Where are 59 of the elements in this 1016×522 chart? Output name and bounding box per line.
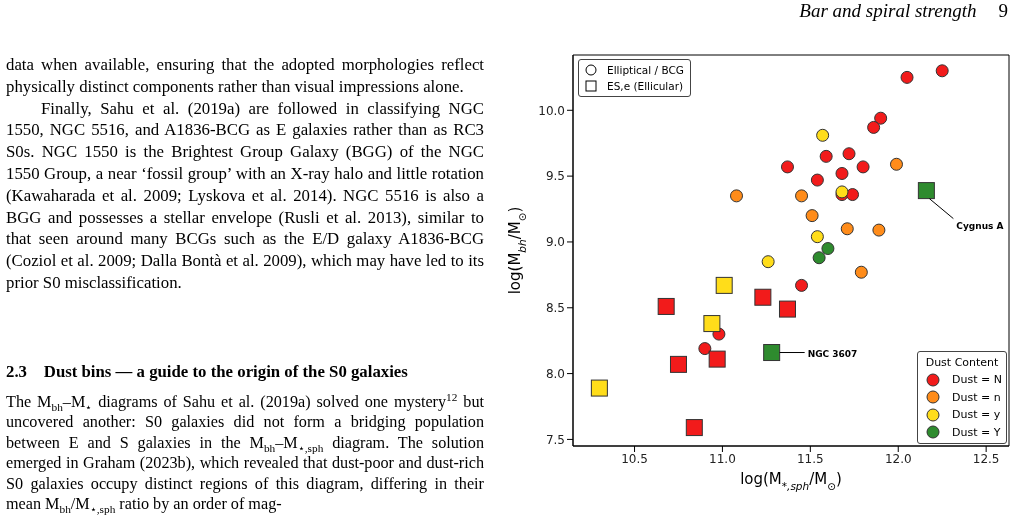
text: Finally, Sahu et al. (2019a) are followed in classifying NGC 1550, NGC 5516, and A1836-BCG as E galaxies rather than as RC3 S0s. NGC 1550 is the Brightest Group Galaxy (BGG) of the NGC 1550 Group, a near ‘fossil group’ with an X-ray halo and little rotation (Kawaharada et al. 2009; Lyskova et al. 2014). NGC 5516 is also a BGG and possesses a stellar envelope (Rusli et al. 2013), similar to that seen around many BCGs such as the E/D galaxy A1836-BCG (Coziol et al. 2009; Dalla Bontà et al. 2009), which may have led to its prior S0 misclassification. [6, 98, 484, 292]
text: data when available, ensuring that the adopted morphologies reflect physically distinct components rather than visual impressions alone. [6, 54, 484, 98]
point [685, 419, 703, 437]
point [761, 255, 775, 269]
point [842, 147, 856, 161]
point [810, 230, 824, 244]
point [810, 173, 824, 187]
text: 2.3 Dust bins — a guide to the origin of the S0 galaxies [6, 362, 409, 382]
point [854, 265, 868, 279]
point [805, 209, 819, 223]
point [840, 222, 854, 236]
x-axis-title: log(M$_{*,sph}$/M$_{⊙}$) [740, 470, 842, 492]
point [846, 188, 860, 202]
legend-label: Dust = Y [952, 424, 1001, 441]
point [708, 350, 726, 368]
point [867, 120, 881, 134]
x-tick-label: 10.5 [621, 451, 648, 466]
legend-label: Dust = n [952, 389, 1001, 406]
point [795, 189, 809, 203]
y-tick-label: 9.0 [545, 235, 565, 250]
point [816, 128, 830, 142]
point [657, 297, 675, 315]
point [754, 288, 772, 306]
point [795, 278, 809, 292]
x-tick-label: 12.0 [884, 451, 912, 466]
text: Bar and spiral strength [799, 0, 977, 21]
legend-label: Dust = y [952, 407, 1001, 423]
point [856, 160, 870, 174]
point [669, 355, 687, 373]
x-tick-label: 12.5 [972, 451, 1000, 466]
point [698, 342, 712, 356]
y-tick-label: 9.5 [545, 169, 565, 184]
legend-title: Dust Content [924, 354, 1000, 371]
y-tick-label: 10.0 [538, 103, 565, 118]
point [872, 223, 886, 237]
point [821, 242, 835, 256]
point [730, 189, 743, 203]
annotation: Cygnus A [956, 220, 1004, 231]
x-tick-label: 11.5 [796, 451, 824, 466]
point [874, 111, 888, 125]
point [889, 157, 903, 171]
annotation: NGC 3607 [807, 348, 858, 359]
point [900, 70, 914, 84]
text: 9 [998, 0, 1008, 21]
point [778, 300, 796, 318]
point [935, 64, 949, 78]
legend-label: Dust = N [952, 372, 1002, 388]
x-tick-label: 11.0 [709, 451, 736, 466]
point [819, 149, 833, 163]
text: The M$_{bh}$–M$_{⋆}$ diagrams of Sahu et al. (2019a) solved one mystery$^{12}$ but uncovered another: S0 galaxies did not form a bridging population between E and S galaxies in the M$_{bh}$–M$_{⋆,sph}$ diagram. The solution emerged in Graham (2023b), which revealed that dust-poor and dust-rich S0 galaxies occupy distinct regions of this diagram, differing in their mean M$_{bh}$/M$_{⋆,sph}$ ratio by an order of mag- [6, 390, 485, 516]
y-tick-label: 8.5 [545, 301, 565, 316]
legend-box: Elliptical / BCG ES,e (Ellicular) [578, 59, 691, 97]
point [835, 166, 849, 180]
point [780, 160, 794, 174]
point [812, 251, 826, 265]
y-tick-label: 8.0 [545, 366, 565, 381]
y-tick-label: 7.5 [545, 432, 565, 447]
annotation: ES,e (Ellicular) [607, 79, 684, 94]
annotation: Elliptical / BCG [607, 63, 684, 78]
